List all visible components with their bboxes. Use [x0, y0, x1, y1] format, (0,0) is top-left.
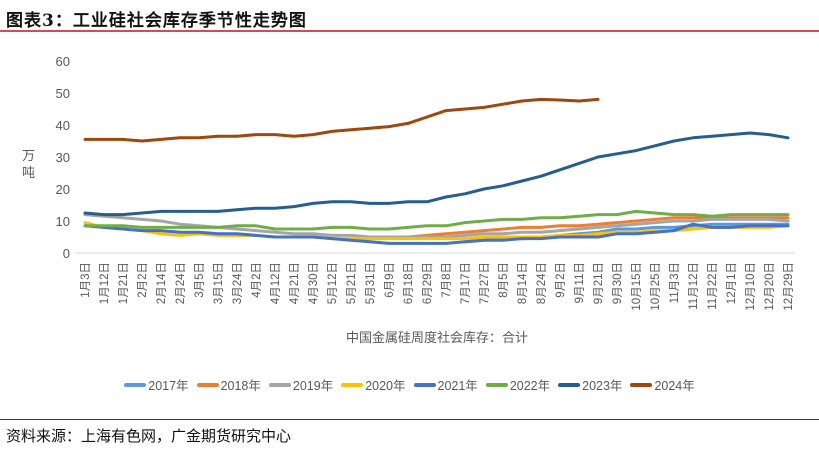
legend-swatch [485, 382, 508, 387]
legend-swatch [413, 382, 436, 387]
x-tick-label: 9月21日 [593, 262, 605, 304]
legend-label: 2020年 [365, 379, 406, 393]
legend-item: 2022年 [485, 375, 551, 394]
series-lines [83, 97, 790, 245]
x-tick-label: 7月8日 [441, 262, 453, 298]
x-tick-label: 12月10日 [745, 262, 757, 311]
y-axis: 0 10 20 30 40 50 60 [56, 54, 70, 261]
x-tick-label: 1月3日 [80, 262, 92, 298]
x-tick-label: 11月12日 [688, 262, 700, 310]
y-tick-label: 50 [56, 86, 70, 101]
x-tick-label: 6月29日 [422, 262, 434, 304]
legend-swatch [124, 382, 147, 387]
legend-label: 2024年 [654, 379, 695, 393]
x-tick-label: 2月2日 [137, 262, 149, 298]
y-tick-label: 40 [56, 118, 70, 133]
series-line-2024年 [83, 97, 600, 143]
series-line-2023年 [83, 131, 790, 217]
legend-item: 2023年 [558, 375, 622, 394]
series-line-2018年 [406, 216, 790, 239]
x-tick-label: 11月22日 [707, 262, 719, 310]
legend-swatch [558, 382, 581, 387]
legend-swatch [268, 382, 291, 387]
x-tick-label: 7月17日 [460, 262, 472, 304]
x-tick-label: 2月24日 [175, 262, 187, 304]
y-tick-label: 30 [56, 150, 70, 165]
x-axis-ticks: 1月3日 1月12日 1月21日 2月2日 2月14日 2月24日 3月5日 3月15日 3月2… [80, 262, 795, 311]
legend-label: 2023年 [582, 379, 623, 393]
x-tick-label: 11月3日 [669, 262, 681, 303]
x-tick-label: 4月12日 [270, 262, 282, 304]
x-tick-label: 8月5日 [498, 262, 510, 298]
legend-item: 2017年 [124, 375, 189, 394]
x-tick-label: 9月30日 [612, 262, 624, 304]
legend-swatch [341, 382, 364, 387]
x-tick-label: 9月2日 [555, 262, 567, 298]
legend-swatch [630, 382, 653, 387]
x-tick-label: 1月21日 [118, 262, 130, 304]
legend-item: 2018年 [196, 375, 261, 394]
chart-title: 图表3：工业硅社会库存季节性走势图 [6, 11, 307, 31]
legend-label: 2021年 [437, 379, 478, 393]
x-tick-label: 6月18日 [403, 262, 415, 304]
legend-item: 2021年 [413, 375, 478, 394]
legend-label: 2017年 [148, 379, 189, 393]
legend-item: 2024年 [630, 375, 695, 394]
x-tick-label: 4月2日 [251, 262, 263, 298]
y-tick-label: 0 [63, 246, 70, 261]
x-tick-label: 2月14日 [156, 262, 168, 304]
legend-label: 2018年 [220, 379, 261, 393]
legend-item: 2019年 [268, 375, 334, 394]
legend-label: 2022年 [509, 379, 551, 393]
y-tick-label: 60 [56, 54, 70, 69]
x-tick-label: 3月24日 [232, 262, 244, 304]
footer-divider [0, 419, 819, 420]
x-tick-label: 4月21日 [289, 262, 301, 304]
series-line-2021年 [83, 222, 790, 245]
x-tick-label: 7月27日 [479, 262, 491, 304]
series-line-2022年 [83, 209, 790, 231]
x-tick-label: 6月9日 [384, 262, 396, 298]
x-tick-label: 10月15日 [631, 262, 643, 311]
x-tick-label: 4月30日 [308, 262, 320, 304]
x-tick-label: 5月12日 [327, 262, 339, 304]
legend-item: 2020年 [341, 375, 406, 394]
x-tick-label: 9月11日 [574, 262, 586, 303]
x-tick-label: 12月20日 [764, 262, 776, 311]
x-tick-label: 12月29日 [783, 262, 795, 311]
x-axis-label: 中国金属硅周度社会库存：合计 [346, 330, 528, 346]
legend-swatch [196, 382, 219, 387]
chart-legend: 2017年 2018年 2019年 2020年 2021年 2022年 2023年 2024年 [0, 375, 819, 394]
x-tick-label: 5月21日 [346, 262, 358, 304]
x-tick-label: 8月24日 [536, 262, 548, 304]
x-tick-label: 5月31日 [365, 262, 377, 304]
y-axis-label: 万吨 [22, 148, 35, 180]
legend-label: 2019年 [292, 379, 334, 393]
title-divider [0, 30, 819, 32]
seasonal-inventory-chart: 0 10 20 30 40 50 60 万吨 1月3日 1月12日 1月21日 2月2日 2月14日… [22, 54, 795, 346]
x-tick-label: 8月14日 [517, 262, 529, 304]
y-tick-label: 20 [56, 182, 70, 197]
x-tick-label: 10月25日 [650, 262, 662, 311]
y-tick-label: 10 [56, 214, 70, 229]
x-tick-label: 3月5日 [194, 262, 206, 298]
x-tick-label: 1月12日 [99, 262, 111, 304]
source-note: 资料来源：上海有色网，广金期货研究中心 [6, 427, 292, 445]
x-tick-label: 3月15日 [213, 262, 225, 304]
x-tick-label: 12月1日 [726, 262, 738, 304]
